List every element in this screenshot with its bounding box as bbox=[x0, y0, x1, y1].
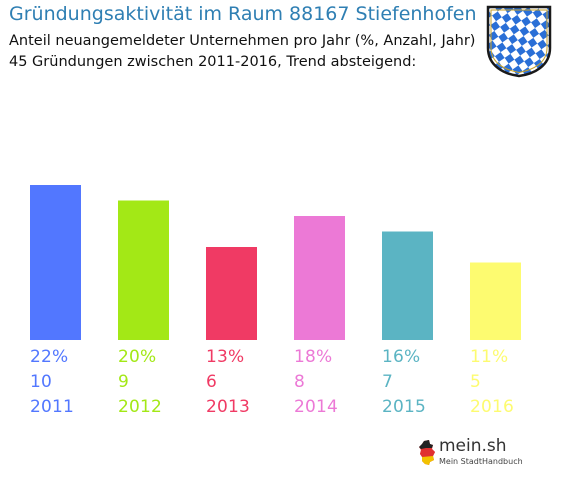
chart-summary: 45 Gründungen zwischen 2011-2016, Trend … bbox=[9, 54, 417, 70]
bar-2015 bbox=[382, 231, 433, 340]
year-label-2016: 2016 bbox=[470, 397, 515, 417]
chart-title: Gründungsaktivität im Raum 88167 Stiefen… bbox=[9, 3, 477, 25]
brand-name: mein.sh bbox=[439, 436, 507, 456]
percent-label-2012: 20% bbox=[118, 347, 157, 367]
count-label-2011: 10 bbox=[30, 372, 53, 392]
count-label-2012: 9 bbox=[118, 372, 130, 392]
percent-label-2011: 22% bbox=[30, 347, 69, 367]
bar-2011 bbox=[30, 185, 81, 340]
bar-2012 bbox=[118, 200, 169, 340]
count-label-2016: 5 bbox=[470, 372, 482, 392]
percent-label-2016: 11% bbox=[470, 347, 509, 367]
year-label-2014: 2014 bbox=[294, 397, 339, 417]
percent-label-2015: 16% bbox=[382, 347, 421, 367]
count-label-2015: 7 bbox=[382, 372, 394, 392]
year-label-2015: 2015 bbox=[382, 397, 427, 417]
year-label-2013: 2013 bbox=[206, 397, 251, 417]
bar-2013 bbox=[206, 247, 257, 340]
percent-label-2014: 18% bbox=[294, 347, 333, 367]
bar-2016 bbox=[470, 262, 521, 340]
year-label-2012: 2012 bbox=[118, 397, 163, 417]
count-label-2013: 6 bbox=[206, 372, 218, 392]
brand-logo[interactable]: mein.sh Mein StadtHandbuch bbox=[418, 436, 548, 476]
germany-map-icon bbox=[419, 440, 435, 465]
bar-2014 bbox=[294, 216, 345, 340]
count-label-2014: 8 bbox=[294, 372, 306, 392]
bavarian-crest-icon bbox=[486, 5, 552, 78]
brand-tagline: Mein StadtHandbuch bbox=[439, 457, 523, 466]
chart-subtitle: Anteil neuangemeldeter Unternehmen pro J… bbox=[9, 33, 476, 49]
percent-label-2013: 13% bbox=[206, 347, 245, 367]
year-label-2011: 2011 bbox=[30, 397, 75, 417]
